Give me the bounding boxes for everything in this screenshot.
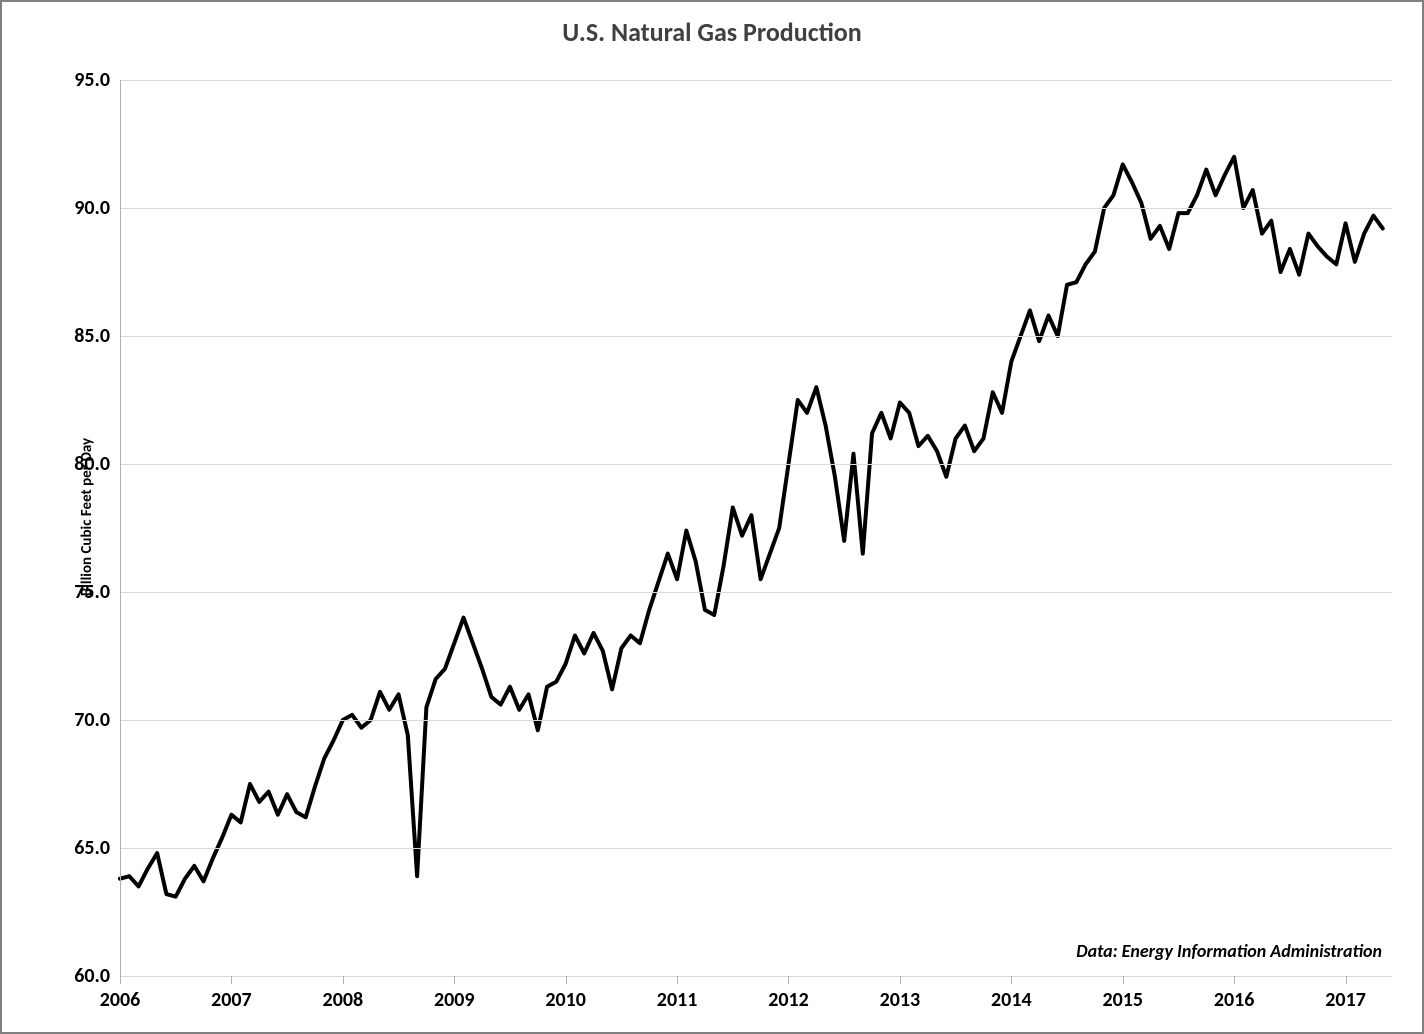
x-tick-label: 2011 <box>657 988 698 1012</box>
y-tick-label: 70.0 <box>74 708 110 732</box>
x-tick-label: 2012 <box>768 988 809 1012</box>
gridline <box>120 80 1392 81</box>
gridline <box>120 720 1392 721</box>
x-tick-mark <box>1011 976 1012 984</box>
x-tick-mark <box>343 976 344 984</box>
y-tick-label: 60.0 <box>74 964 110 988</box>
y-tick-label: 65.0 <box>74 836 110 860</box>
x-tick-mark <box>566 976 567 984</box>
y-tick-label: 95.0 <box>74 68 110 92</box>
x-tick-label: 2010 <box>545 988 586 1012</box>
gridline <box>120 336 1392 337</box>
y-tick-label: 85.0 <box>74 324 110 348</box>
line-series <box>120 80 1392 976</box>
x-tick-label: 2008 <box>323 988 364 1012</box>
y-tick-label: 75.0 <box>74 580 110 604</box>
gridline <box>120 592 1392 593</box>
gridline <box>120 464 1392 465</box>
x-tick-mark <box>1123 976 1124 984</box>
x-tick-mark <box>1234 976 1235 984</box>
x-tick-mark <box>677 976 678 984</box>
x-tick-label: 2014 <box>991 988 1032 1012</box>
x-tick-label: 2007 <box>211 988 252 1012</box>
x-tick-label: 2009 <box>434 988 475 1012</box>
data-source-label: Data: Energy Information Administration <box>852 940 1382 962</box>
y-tick-label: 90.0 <box>74 196 110 220</box>
x-tick-mark <box>120 976 121 984</box>
x-tick-label: 2006 <box>100 988 141 1012</box>
x-tick-mark <box>231 976 232 984</box>
plot-area: 60.065.070.075.080.085.090.095.020062007… <box>120 80 1392 976</box>
y-tick-label: 80.0 <box>74 452 110 476</box>
gridline <box>120 848 1392 849</box>
gridline <box>120 976 1392 977</box>
chart-title: U.S. Natural Gas Production <box>2 16 1422 48</box>
x-tick-mark <box>900 976 901 984</box>
y-axis-line <box>120 80 121 976</box>
x-tick-label: 2016 <box>1214 988 1255 1012</box>
gridline <box>120 208 1392 209</box>
x-tick-label: 2015 <box>1102 988 1143 1012</box>
x-tick-mark <box>454 976 455 984</box>
chart-container: U.S. Natural Gas Production Billion Cubi… <box>0 0 1424 1034</box>
x-tick-mark <box>788 976 789 984</box>
x-tick-mark <box>1346 976 1347 984</box>
x-tick-label: 2017 <box>1325 988 1366 1012</box>
x-tick-label: 2013 <box>880 988 921 1012</box>
